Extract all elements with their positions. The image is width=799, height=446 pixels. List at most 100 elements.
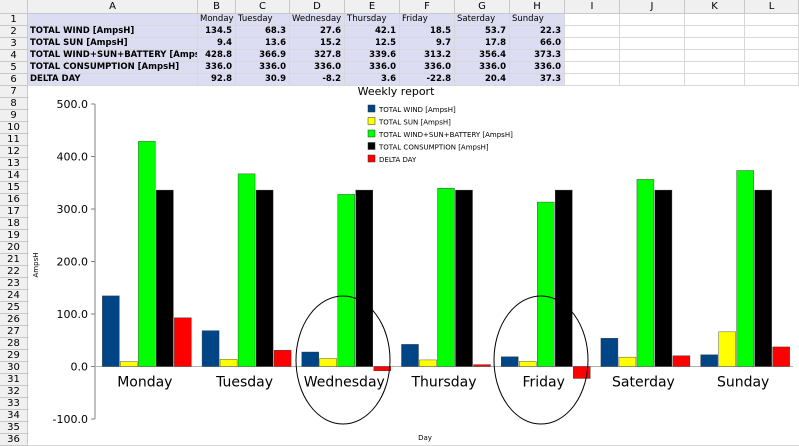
bar-5-thursday[interactable] [473,364,491,367]
row-header-9[interactable]: 9 [0,110,28,122]
value-cell[interactable]: -8.2 [290,74,345,86]
column-header-e[interactable]: E [345,0,400,14]
row-header-7[interactable]: 7 [0,86,28,98]
day-header-cell[interactable]: Thursday [345,14,400,26]
row-header-19[interactable]: 19 [0,230,28,242]
row-header-3[interactable]: 3 [0,38,28,50]
value-cell[interactable]: 37.3 [510,74,565,86]
row-header-11[interactable]: 11 [0,134,28,146]
row-header-34[interactable]: 34 [0,410,28,422]
day-header-cell[interactable]: Wednesday [290,14,345,26]
row-header-22[interactable]: 22 [0,266,28,278]
bar-1-monday[interactable] [102,295,120,367]
row-header-21[interactable]: 21 [0,254,28,266]
row-header-35[interactable]: 35 [0,422,28,434]
row-header-30[interactable]: 30 [0,362,28,374]
row-header-12[interactable]: 12 [0,146,28,158]
column-header-d[interactable]: D [290,0,345,14]
row-header-5[interactable]: 5 [0,62,28,74]
row-header-33[interactable]: 33 [0,398,28,410]
empty-cell[interactable] [620,62,685,74]
bar-1-thursday[interactable] [401,344,419,367]
column-header-b[interactable]: B [198,0,236,14]
row-header-13[interactable]: 13 [0,158,28,170]
bar-5-friday[interactable] [573,366,591,379]
empty-cell[interactable] [565,26,620,38]
value-cell[interactable]: 20.4 [455,74,510,86]
bar-4-monday[interactable] [156,189,174,367]
value-cell[interactable]: 313.2 [400,50,455,62]
empty-cell[interactable] [685,26,745,38]
bar-1-friday[interactable] [501,356,519,367]
bar-2-monday[interactable] [120,361,138,367]
bar-4-thursday[interactable] [455,189,473,367]
value-cell[interactable]: 373.3 [510,50,565,62]
bar-4-friday[interactable] [555,189,573,367]
row-label-cell[interactable]: TOTAL WIND [AmpsH] [28,26,198,38]
value-cell[interactable]: 68.3 [236,26,290,38]
empty-cell[interactable] [565,38,620,50]
column-header-j[interactable]: J [620,0,685,14]
column-header-g[interactable]: G [455,0,510,14]
row-label-cell[interactable]: TOTAL WIND+SUN+BATTERY [AmpsH] [28,50,198,62]
value-cell[interactable]: 3.6 [345,74,400,86]
empty-cell[interactable] [565,14,620,26]
bar-2-friday[interactable] [519,361,537,367]
bar-3-tuesday[interactable] [237,173,256,367]
value-cell[interactable]: 428.8 [198,50,236,62]
column-header-f[interactable]: F [400,0,455,14]
value-cell[interactable]: 336.0 [236,62,290,74]
value-cell[interactable]: 9.7 [400,38,455,50]
value-cell[interactable]: 366.9 [236,50,290,62]
column-header-i[interactable]: I [565,0,620,14]
row-label-cell[interactable]: DELTA DAY [28,74,198,86]
bar-3-friday[interactable] [537,201,555,367]
row-header-24[interactable]: 24 [0,290,28,302]
column-header-k[interactable]: K [685,0,745,14]
empty-cell[interactable] [620,74,685,86]
value-cell[interactable]: 17.8 [455,38,510,50]
value-cell[interactable]: 9.4 [198,38,236,50]
value-cell[interactable]: 27.6 [290,26,345,38]
value-cell[interactable]: 18.5 [400,26,455,38]
bar-1-tuesday[interactable] [201,330,220,367]
select-all-corner[interactable] [0,0,28,14]
empty-cell[interactable] [685,38,745,50]
value-cell[interactable]: 134.5 [198,26,236,38]
row-header-18[interactable]: 18 [0,218,28,230]
value-cell[interactable]: 336.0 [455,62,510,74]
row-header-8[interactable]: 8 [0,98,28,110]
row-label-cell[interactable]: TOTAL CONSUMPTION [AmpsH] [28,62,198,74]
bar-5-monday[interactable] [174,317,192,367]
row-header-20[interactable]: 20 [0,242,28,254]
row-header-2[interactable]: 2 [0,26,28,38]
bar-1-sunday[interactable] [700,354,718,367]
bar-4-saterday[interactable] [654,189,673,367]
day-header-cell[interactable]: Saterday [455,14,510,26]
bar-4-sunday[interactable] [754,189,772,367]
value-cell[interactable]: 12.5 [345,38,400,50]
bar-5-wednesday[interactable] [373,366,391,372]
bar-5-sunday[interactable] [772,346,790,367]
row-header-1[interactable]: 1 [0,14,28,26]
bar-2-thursday[interactable] [419,359,437,367]
value-cell[interactable]: 336.0 [290,62,345,74]
bar-2-tuesday[interactable] [219,359,238,367]
value-cell[interactable]: 30.9 [236,74,290,86]
empty-cell[interactable] [620,50,685,62]
row-header-6[interactable]: 6 [0,74,28,86]
column-header-c[interactable]: C [236,0,290,14]
bar-3-monday[interactable] [138,141,156,367]
value-cell[interactable]: 42.1 [345,26,400,38]
empty-cell[interactable] [620,38,685,50]
value-cell[interactable]: -22.8 [400,74,455,86]
day-header-cell[interactable]: Monday [198,14,236,26]
bar-1-wednesday[interactable] [301,351,319,367]
bar-5-saterday[interactable] [672,355,691,367]
bar-4-wednesday[interactable] [355,189,373,367]
bar-5-tuesday[interactable] [273,350,292,367]
empty-cell[interactable] [685,62,745,74]
column-header-h[interactable]: H [510,0,565,14]
empty-cell[interactable] [565,74,620,86]
